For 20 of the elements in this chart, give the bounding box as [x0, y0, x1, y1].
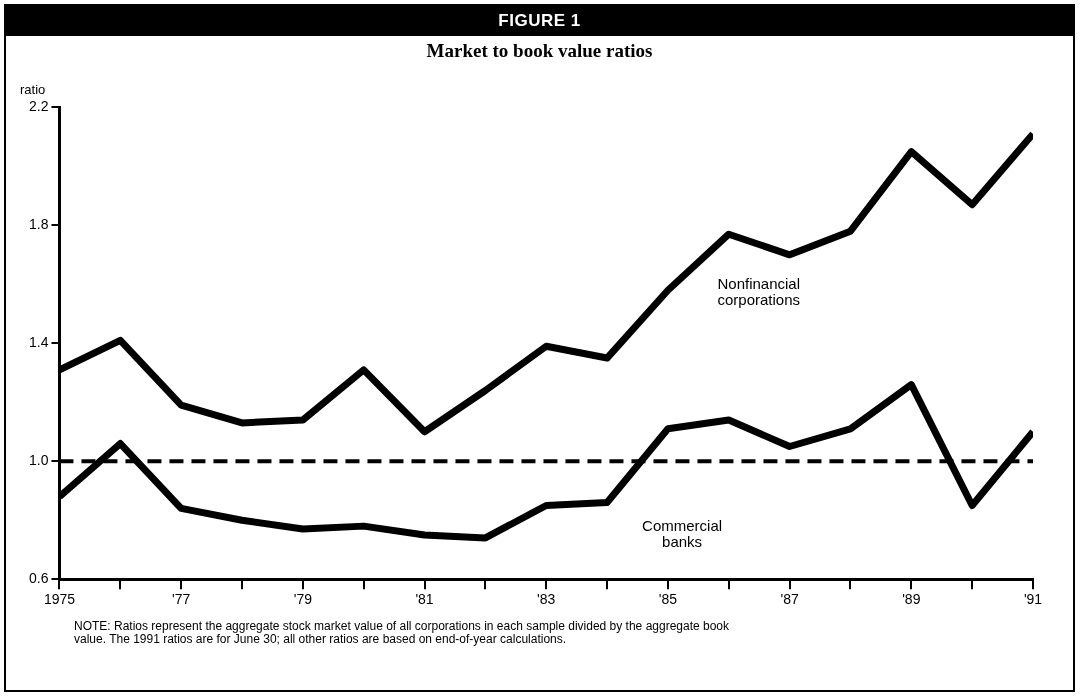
chart-title: FIGURE 1 — [6, 6, 1073, 36]
series-label: Nonfinancial corporations — [717, 275, 801, 309]
x-tick-label: '83 — [537, 591, 556, 608]
x-tick-label: '91 — [1023, 591, 1043, 608]
text: NOTE: Ratios represent the aggregate stock market value of all corporations in each sample divided by the aggregate book value. The 1991 ratios are for June 30; all other ratios are based on end-of-year calculations. — [74, 619, 731, 646]
y-tick-label: 1.0 — [28, 452, 49, 469]
y-tick-label: 2.2 — [28, 98, 49, 115]
y-axis-title: ratio — [20, 82, 46, 97]
x-tick-label: 1975 — [43, 591, 76, 608]
y-tick-label: 1.4 — [28, 334, 49, 351]
x-tick-label: '85 — [658, 591, 678, 608]
x-tick-label: '87 — [780, 591, 799, 608]
x-tick-label: '89 — [902, 591, 921, 608]
x-tick-label: '77 — [172, 591, 191, 608]
x-tick-label: '81 — [415, 591, 434, 608]
x-tick-label: '79 — [293, 591, 313, 608]
text: Commercial banks — [642, 516, 723, 550]
chart-subtitle: Market to book value ratios — [425, 40, 654, 62]
y-tick-label: 1.8 — [28, 216, 49, 233]
y-tick-label: 0.6 — [28, 570, 49, 587]
